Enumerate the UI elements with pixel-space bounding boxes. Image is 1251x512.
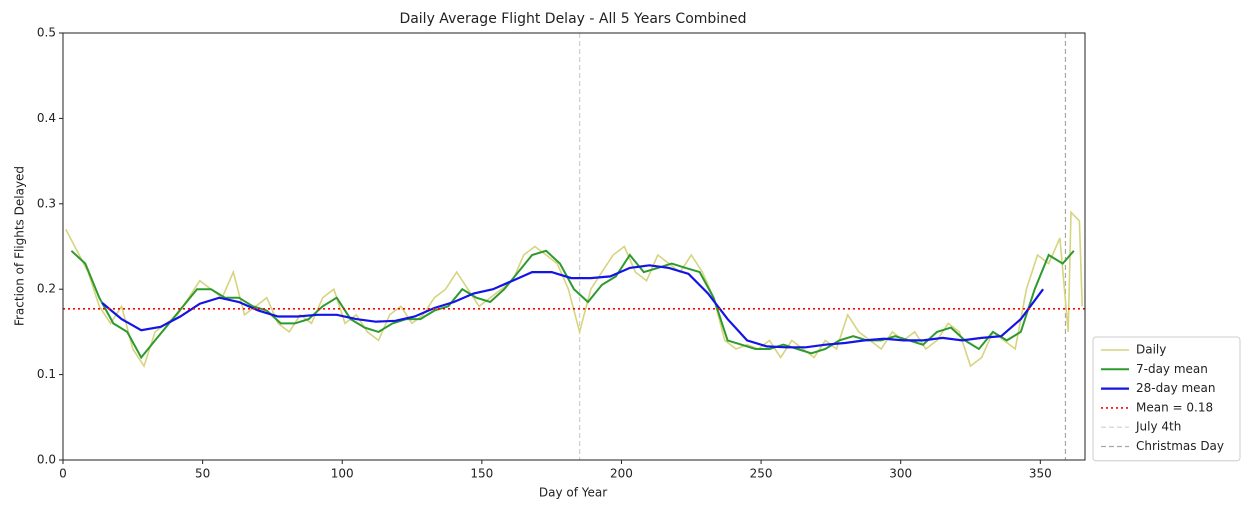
y-axis-label: Fraction of Flights Delayed [13, 166, 27, 326]
x-tick-label: 50 [195, 467, 210, 481]
legend-label: Christmas Day [1136, 439, 1224, 453]
y-tick-label: 0.4 [37, 111, 56, 125]
legend-label: 7-day mean [1136, 362, 1208, 376]
legend-label: Daily [1136, 343, 1166, 357]
x-tick-label: 200 [610, 467, 633, 481]
x-tick-label: 300 [889, 467, 912, 481]
x-tick-label: 150 [470, 467, 493, 481]
series-line [65, 210, 1083, 368]
x-tick-label: 0 [59, 467, 67, 481]
x-tick-label: 100 [331, 467, 354, 481]
y-tick-label: 0.1 [37, 367, 56, 381]
y-tick-label: 0.3 [37, 196, 56, 210]
legend-label: 28-day mean [1136, 381, 1216, 395]
legend-box [1092, 336, 1241, 462]
legend-label: Mean = 0.18 [1136, 400, 1213, 414]
x-tick-label: 250 [750, 467, 773, 481]
y-tick-label: 0.0 [37, 453, 56, 467]
legend-label: July 4th [1135, 420, 1181, 434]
y-tick-label: 0.5 [37, 26, 56, 40]
chart-title: Daily Average Flight Delay - All 5 Years… [399, 11, 746, 27]
x-axis-label: Day of Year [539, 486, 607, 500]
y-tick-label: 0.2 [37, 282, 56, 296]
series-line [101, 264, 1044, 349]
plot-frame [62, 32, 1086, 461]
x-tick-label: 350 [1029, 467, 1052, 481]
